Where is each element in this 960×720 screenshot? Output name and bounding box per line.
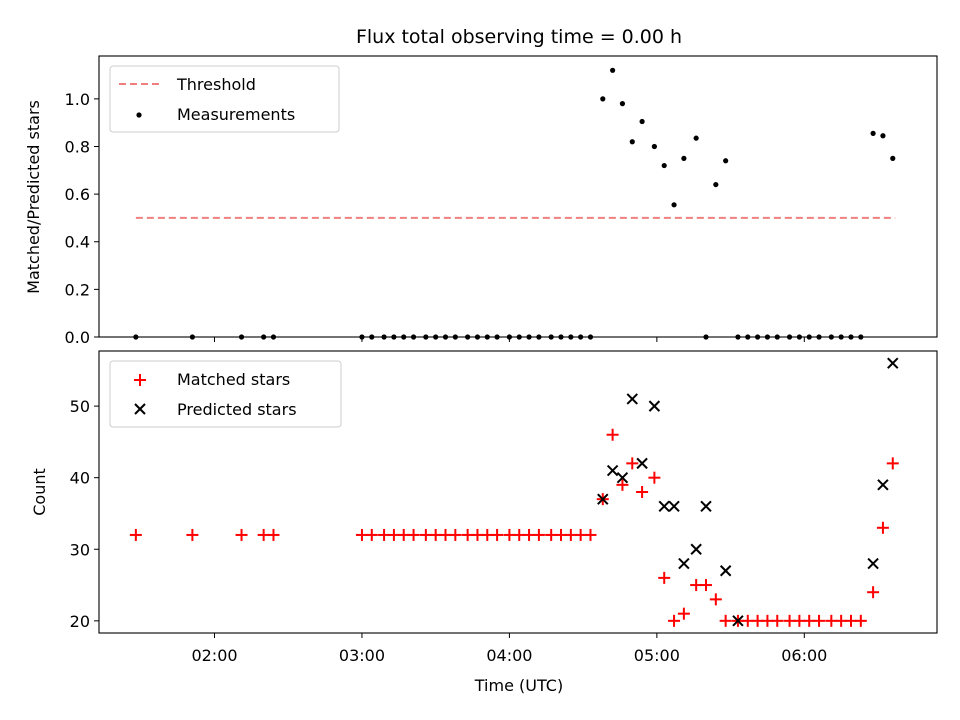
matched-star-point [491,528,504,541]
legend-measurements-swatch [136,112,142,118]
measurement-point [723,158,729,164]
y-tick-label: 20 [70,612,90,631]
matched-star-point [719,614,732,627]
y-tick-label: 50 [70,397,90,416]
legend-matched-label: Matched stars [177,370,290,389]
top-panel-title: Flux total observing time = 0.00 h [356,26,682,48]
legend-threshold-label: Threshold [176,75,256,94]
matched-star-point [636,486,649,498]
y-tick-label: 0.4 [65,233,90,252]
predicted-star-point [668,500,680,513]
x-tick-label: 03:00 [339,646,385,665]
matched-star-point [235,528,248,541]
predicted-star-point [626,393,638,405]
matched-star-point [771,614,784,627]
predicted-star-point [658,500,670,513]
measurement-point [880,133,886,139]
matched-star-point [677,607,690,620]
matched-star-point [584,528,597,541]
top-panel-y-ticks: 0.0 0.2 0.4 0.6 0.8 1.0 [65,90,99,347]
measurement-point [671,202,677,208]
y-tick-label: 0.2 [65,280,90,299]
measurement-point [600,96,606,102]
x-axis-label: Time (UTC) [474,676,563,695]
predicted-star-point [877,479,889,491]
y-tick-label: 0.6 [65,185,90,204]
matched-star-point [854,614,867,627]
predicted-star-point [636,457,648,470]
y-tick-label: 0.8 [65,137,90,156]
bottom-panel-y-axis-label: Count [30,468,49,516]
measurement-point [681,155,687,161]
predicted-star-point [648,400,661,412]
bottom-panel-x-ticks: 02:00 03:00 04:00 05:00 06:00 [191,633,827,665]
matched-star-point [616,478,629,491]
matched-star-point [876,521,889,534]
bottom-legend-frame [109,360,342,428]
measurement-point [629,139,635,145]
predicted-star-point [700,500,712,513]
matched-star-point [648,471,661,484]
legend-predicted-swatch [134,403,146,415]
bottom-panel: 20 30 40 50 02:00 03:00 04:00 05:00 06:00 Count… [30,350,938,695]
x-tick-label: 02:00 [191,646,237,665]
y-tick-label: 1.0 [65,90,90,109]
predicted-star-point [719,565,732,577]
measurement-point [870,130,876,136]
matched-star-point [668,614,681,627]
measurement-point [619,101,626,107]
predicted-star-point [616,471,629,484]
predicted-star-point [678,557,690,570]
bottom-panel-y-ticks: 20 30 40 50 [70,397,99,631]
matched-star-point [658,571,671,584]
matched-star-point [129,528,142,541]
measurement-point [610,67,616,73]
measurement-point [639,118,645,125]
top-panel-y-axis-label: Matched/Predicted stars [24,100,43,294]
legend-measurements-label: Measurements [177,105,295,124]
matched-star-point [449,528,462,541]
y-tick-label: 0.0 [65,328,90,347]
bottom-panel-legend: Matched stars Predicted stars [109,360,342,428]
matched-star-point [365,528,378,541]
predicted-star-point [690,543,702,555]
matched-star-point [867,586,880,599]
legend-matched-swatch [134,374,146,386]
matched-star-point [626,457,639,470]
top-panel-x-ticks [214,337,805,342]
measurement-point [661,162,667,169]
bottom-panel-frame [98,350,938,634]
predicted-star-point [597,493,609,505]
bottom-panel-marks [129,357,899,627]
predicted-star-point [887,357,899,369]
matched-star-point [606,428,619,441]
legend-predicted-label: Predicted stars [177,400,297,419]
top-legend-frame [109,65,340,133]
matched-star-point [886,457,899,470]
measurement-point [693,135,699,141]
y-tick-label: 40 [70,469,90,488]
x-tick-label: 05:00 [634,646,680,665]
predicted-star-point [867,557,879,570]
matched-star-point [813,614,826,627]
matched-star-point [709,593,722,606]
x-tick-label: 04:00 [486,646,532,665]
top-panel-frame [98,55,938,338]
matched-star-point [186,528,199,541]
predicted-star-point [606,464,619,477]
matched-star-point [267,528,280,541]
matched-star-point [532,528,545,541]
measurement-point [651,143,657,150]
predicted-star-point [732,615,744,627]
matched-star-point [407,528,420,541]
measurement-point [890,155,896,161]
x-tick-label: 06:00 [781,646,827,665]
y-tick-label: 30 [70,540,90,559]
top-panel-legend: Threshold Measurements [109,65,340,133]
measurement-point [713,181,719,188]
top-panel: Flux total observing time = 0.00 h 0.00.… [24,26,938,347]
matched-star-point [699,579,712,592]
